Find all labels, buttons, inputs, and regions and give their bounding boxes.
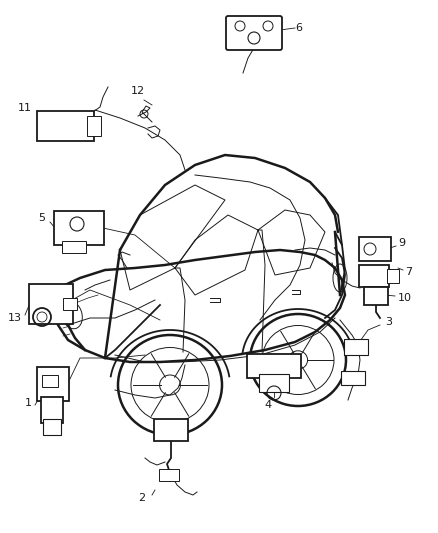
FancyBboxPatch shape (154, 419, 188, 441)
FancyBboxPatch shape (341, 371, 365, 385)
Text: 13: 13 (8, 313, 22, 323)
FancyBboxPatch shape (63, 298, 77, 310)
FancyBboxPatch shape (29, 284, 73, 324)
Text: 3: 3 (385, 317, 392, 327)
Text: 4: 4 (265, 400, 272, 410)
FancyBboxPatch shape (359, 237, 391, 261)
FancyBboxPatch shape (42, 375, 58, 387)
FancyBboxPatch shape (159, 469, 179, 481)
FancyBboxPatch shape (247, 354, 301, 378)
Text: 12: 12 (131, 86, 145, 96)
FancyBboxPatch shape (364, 287, 388, 305)
FancyBboxPatch shape (87, 116, 101, 136)
FancyBboxPatch shape (62, 241, 86, 253)
Text: 10: 10 (398, 293, 412, 303)
FancyBboxPatch shape (37, 367, 69, 401)
FancyBboxPatch shape (54, 211, 104, 245)
FancyBboxPatch shape (259, 374, 289, 392)
Text: 6: 6 (295, 23, 302, 33)
FancyBboxPatch shape (226, 16, 282, 50)
FancyBboxPatch shape (37, 111, 94, 141)
Text: 11: 11 (18, 103, 32, 113)
Text: 9: 9 (398, 238, 405, 248)
FancyBboxPatch shape (43, 419, 61, 435)
Text: 7: 7 (405, 267, 412, 277)
Text: 1: 1 (25, 398, 32, 408)
FancyBboxPatch shape (41, 397, 63, 423)
Text: 5: 5 (38, 213, 45, 223)
Text: 2: 2 (138, 493, 145, 503)
FancyBboxPatch shape (387, 269, 399, 283)
FancyBboxPatch shape (359, 265, 389, 287)
FancyBboxPatch shape (344, 339, 368, 355)
